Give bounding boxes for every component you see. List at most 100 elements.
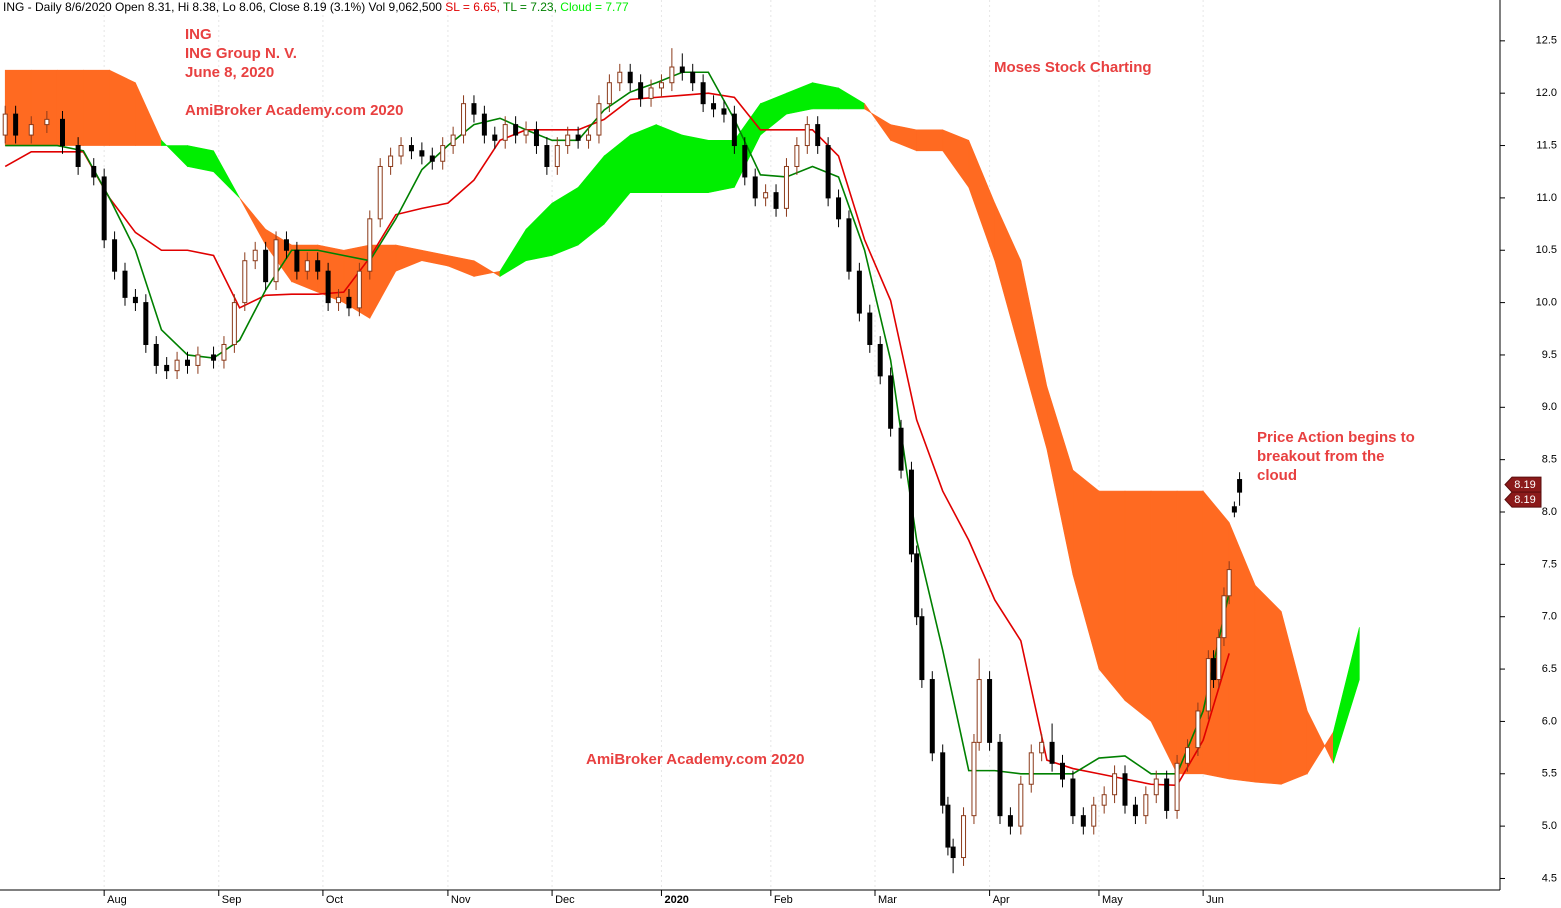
indicator-line	[4, 92, 1230, 787]
candle-body	[440, 145, 446, 162]
y-tick-label: 5.5	[1542, 768, 1557, 780]
x-tick-label: Oct	[326, 894, 343, 906]
candle-body	[914, 553, 920, 618]
candle-body	[721, 108, 727, 115]
candle-body	[132, 296, 138, 304]
candle-body	[987, 679, 993, 743]
x-tick-label: Sep	[222, 894, 242, 906]
y-tick-label: 8.0	[1542, 506, 1557, 518]
price-label: 8.19	[1514, 494, 1535, 506]
candle-body	[731, 113, 737, 147]
candle-body	[1205, 658, 1211, 712]
candle-body	[513, 124, 519, 136]
candle-body	[252, 249, 258, 262]
annotation: June 8, 2020	[185, 64, 274, 81]
candle-body	[752, 176, 758, 199]
candle-body	[1185, 747, 1190, 764]
candle-body	[44, 118, 50, 126]
y-tick-label: 7.5	[1542, 558, 1557, 570]
candle-body	[367, 218, 373, 272]
candle-body	[481, 113, 487, 136]
y-tick-label: 8.5	[1542, 454, 1557, 466]
candle-body	[554, 145, 560, 167]
candle-body	[263, 249, 269, 283]
candle-body	[325, 270, 331, 304]
y-tick-label: 4.5	[1542, 872, 1557, 884]
cloud-layer	[4, 69, 1360, 785]
candle-body	[742, 145, 748, 178]
candle-body	[648, 87, 654, 99]
candle-body	[638, 82, 644, 99]
price-tag	[1504, 476, 1542, 493]
y-tick-label: 7.0	[1542, 611, 1557, 623]
candle-body	[1070, 778, 1076, 817]
candles-layer	[2, 48, 1243, 874]
candle-body	[815, 124, 821, 147]
cloud-segment	[629, 124, 657, 193]
candle-body	[377, 165, 383, 220]
candle-body	[700, 82, 706, 105]
candle-body	[112, 239, 118, 272]
candle-body	[294, 249, 300, 272]
annotation: cloud	[1257, 467, 1297, 484]
annotation: breakout from the	[1257, 448, 1385, 465]
candle-body	[1039, 741, 1045, 754]
cloud-segment	[213, 150, 240, 199]
x-tick-label: Nov	[451, 894, 471, 906]
candle-body	[877, 343, 883, 377]
candle-body	[971, 741, 977, 817]
candle-body	[867, 312, 873, 345]
candle-body	[533, 129, 539, 147]
candle-body	[679, 66, 685, 73]
candle-body	[1132, 804, 1138, 817]
candle-body	[836, 197, 842, 220]
y-tick-label: 11.0	[1536, 192, 1557, 204]
cloud-segment	[109, 69, 136, 146]
candle-body	[13, 113, 19, 136]
candle-body	[846, 218, 852, 272]
candle-body	[174, 359, 180, 372]
candle-body	[627, 71, 633, 84]
cloud-segment	[83, 69, 110, 146]
candle-body	[1060, 762, 1065, 780]
cloud-segment	[655, 124, 683, 193]
candle-body	[346, 296, 352, 309]
candle-body	[908, 469, 914, 555]
candle-body	[783, 165, 789, 209]
annotation: ING	[185, 26, 212, 43]
candle-body	[1122, 773, 1128, 806]
candle-body	[669, 66, 675, 84]
cloud-segment	[1333, 627, 1360, 764]
candle-body	[617, 71, 623, 84]
cloud-segment	[708, 140, 735, 194]
candle-body	[164, 364, 170, 372]
legend-tl: TL = 7.23,	[503, 0, 557, 14]
indicator-line	[5, 71, 1230, 775]
candle-body	[1231, 506, 1237, 513]
candle-body	[461, 103, 467, 136]
cloud-segment	[681, 134, 709, 193]
x-tick-label: Jun	[1206, 894, 1224, 906]
annotation: AmiBroker Academy.com 2020	[586, 751, 804, 768]
candle-body	[544, 145, 550, 167]
candle-body	[388, 155, 394, 167]
candle-body	[283, 239, 289, 251]
cloud-segment	[1098, 490, 1126, 702]
x-tick-label: 2020	[664, 894, 688, 906]
legend-sl: SL = 6.65,	[445, 0, 500, 14]
candle-body	[997, 741, 1003, 817]
y-tick-label: 9.5	[1542, 349, 1557, 361]
x-tick-label: May	[1102, 894, 1123, 906]
candle-body	[502, 124, 508, 141]
candle-body	[91, 165, 97, 178]
y-tick-label: 9.0	[1542, 401, 1557, 413]
y-tick-label: 12.5	[1536, 35, 1557, 47]
candle-body	[273, 239, 279, 283]
candle-body	[2, 113, 8, 136]
candle-body	[1007, 815, 1013, 827]
candle-body	[711, 103, 717, 110]
candle-body	[75, 145, 81, 167]
candle-body	[763, 192, 769, 199]
